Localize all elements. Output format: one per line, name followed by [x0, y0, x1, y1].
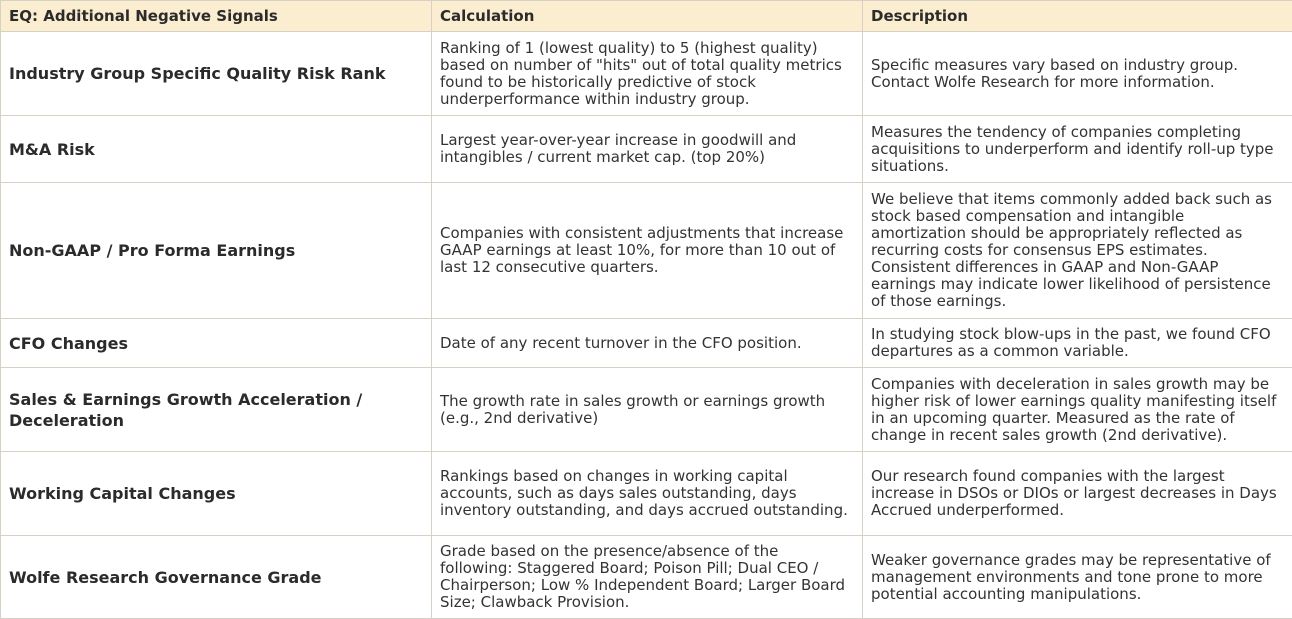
signal-name: Working Capital Changes [1, 452, 432, 536]
table-row: Wolfe Research Governance Grade Grade ba… [1, 536, 1292, 619]
calculation-cell: Ranking of 1 (lowest quality) to 5 (high… [432, 32, 863, 116]
calculation-cell: Grade based on the presence/absence of t… [432, 536, 863, 619]
description-cell: We believe that items commonly added bac… [863, 183, 1292, 319]
signal-name: Sales & Earnings Growth Acceleration / D… [1, 368, 432, 452]
table-row: Industry Group Specific Quality Risk Ran… [1, 32, 1292, 116]
table-row: M&A Risk Largest year-over-year increase… [1, 116, 1292, 183]
calculation-cell: Date of any recent turnover in the CFO p… [432, 319, 863, 368]
description-cell: Companies with deceleration in sales gro… [863, 368, 1292, 452]
description-cell: Measures the tendency of companies compl… [863, 116, 1292, 183]
signal-name: CFO Changes [1, 319, 432, 368]
description-cell: In studying stock blow-ups in the past, … [863, 319, 1292, 368]
calculation-cell: Largest year-over-year increase in goodw… [432, 116, 863, 183]
signal-name: Wolfe Research Governance Grade [1, 536, 432, 619]
table-row: Non-GAAP / Pro Forma Earnings Companies … [1, 183, 1292, 319]
calculation-cell: Companies with consistent adjustments th… [432, 183, 863, 319]
calculation-cell: The growth rate in sales growth or earni… [432, 368, 863, 452]
calculation-cell: Rankings based on changes in working cap… [432, 452, 863, 536]
signal-name: Industry Group Specific Quality Risk Ran… [1, 32, 432, 116]
header-description: Description [863, 1, 1292, 32]
description-cell: Specific measures vary based on industry… [863, 32, 1292, 116]
description-cell: Our research found companies with the la… [863, 452, 1292, 536]
signal-name: Non-GAAP / Pro Forma Earnings [1, 183, 432, 319]
description-cell: Weaker governance grades may be represen… [863, 536, 1292, 619]
table-header: EQ: Additional Negative Signals Calculat… [1, 1, 1292, 32]
table-row: Working Capital Changes Rankings based o… [1, 452, 1292, 536]
header-calculation: Calculation [432, 1, 863, 32]
table-row: CFO Changes Date of any recent turnover … [1, 319, 1292, 368]
table-row: Sales & Earnings Growth Acceleration / D… [1, 368, 1292, 452]
table-body: Industry Group Specific Quality Risk Ran… [1, 32, 1292, 619]
header-row: EQ: Additional Negative Signals Calculat… [1, 1, 1292, 32]
signal-name: M&A Risk [1, 116, 432, 183]
header-signal: EQ: Additional Negative Signals [1, 1, 432, 32]
